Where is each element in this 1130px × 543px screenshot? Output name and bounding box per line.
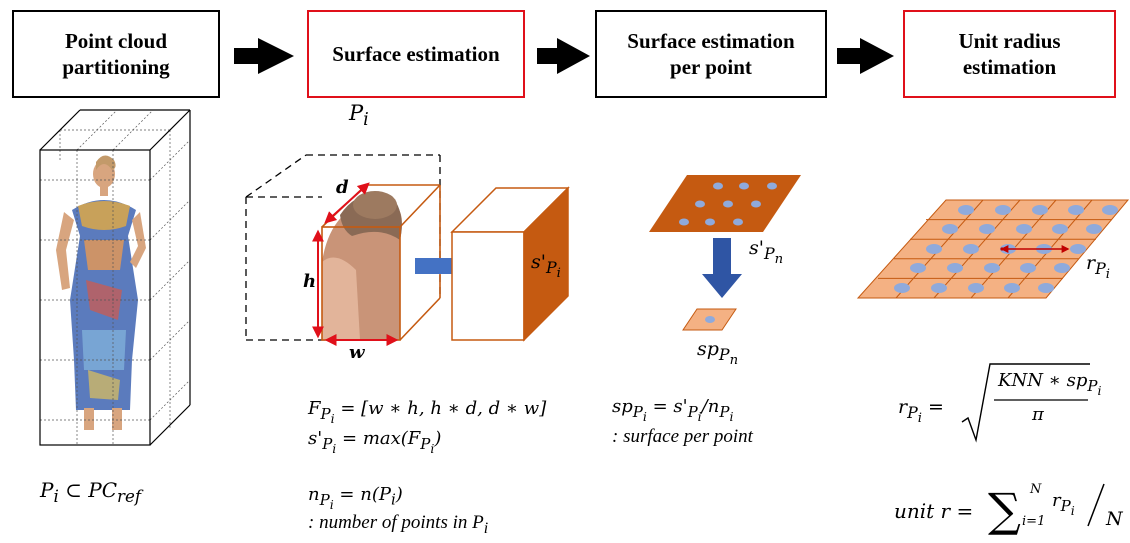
partition-subset-formula: Pi ⊂ PCref: [40, 478, 142, 506]
step-3-line-1: Surface estimation: [627, 28, 795, 53]
step-point-cloud-partitioning: Point cloud partitioning: [12, 10, 220, 98]
surface-label: s'Pi: [531, 251, 561, 281]
step-unit-radius-estimation: Unit radius estimation: [903, 10, 1116, 98]
unit-radius-denominator: N: [1106, 508, 1123, 530]
step-4-line-1: Unit radius: [958, 28, 1061, 53]
point-surface-label: spPn: [697, 338, 739, 368]
plane-surface-label: s'Pn: [749, 237, 784, 267]
sum-sign: ∑: [988, 483, 1021, 537]
sqrt-sign: [961, 363, 1090, 443]
radius-numerator: KNN ∗ spPi: [998, 370, 1102, 398]
point-count-formula: nPi = n(Pi): [308, 484, 403, 512]
flow-arrow-3: [837, 38, 894, 74]
step-4-line-2: estimation: [962, 55, 1057, 79]
partition-cube: [245, 154, 441, 346]
surface-plane: [649, 175, 801, 232]
partition-grid: [40, 109, 191, 445]
flow-arrow-2: [537, 38, 590, 74]
surface-block: [450, 186, 570, 342]
dimension-d-arrow: [324, 182, 370, 224]
dimension-h-label: h: [303, 271, 317, 292]
sum-lower-limit: i=1: [1022, 514, 1046, 529]
bounding-box: [39, 109, 191, 446]
radius-label: rPi: [1086, 252, 1110, 282]
grid-points: [894, 205, 1118, 293]
down-arrow: [702, 238, 742, 298]
step-1-line-1: Point cloud: [64, 28, 168, 53]
dimension-w-label: w: [349, 342, 365, 363]
figure-silhouette: [56, 155, 146, 430]
flow-arrow-1: [234, 38, 294, 74]
face-areas-formula: FPi = [w ∗ h, h ∗ d, d ∗ w]: [308, 398, 547, 426]
sum-term: rPi: [1052, 490, 1075, 518]
sum-upper-limit: N: [1030, 482, 1042, 497]
step-1-line-2: partitioning: [62, 55, 170, 79]
cube-label: Pi: [349, 101, 369, 131]
radius-grid: [856, 199, 1130, 299]
step-surface-estimation: Surface estimation: [307, 10, 525, 98]
max-surface-formula: s'Pi = max(FPi): [308, 428, 442, 456]
step-surface-estimation-per-point: Surface estimation per point: [595, 10, 827, 98]
division-slash: [1087, 483, 1105, 527]
point-cloud-grid-box: [39, 109, 191, 446]
single-point-tile: [682, 308, 737, 331]
dimension-d-label: d: [336, 177, 349, 198]
step-3-line-2: per point: [670, 55, 752, 79]
surface-points: [679, 182, 777, 226]
point-count-note: : number of points in Pi: [308, 512, 489, 537]
surface-per-point-formula: spPi = s'Pi/nPi: [612, 396, 734, 424]
radius-lhs: rPi =: [898, 396, 944, 426]
step-2-label: Surface estimation: [332, 41, 500, 66]
radius-denominator: π: [1032, 404, 1044, 425]
unit-radius-lhs: unit r =: [894, 499, 974, 523]
head-scan: [322, 191, 403, 340]
surface-per-point-note: : surface per point: [612, 426, 753, 447]
